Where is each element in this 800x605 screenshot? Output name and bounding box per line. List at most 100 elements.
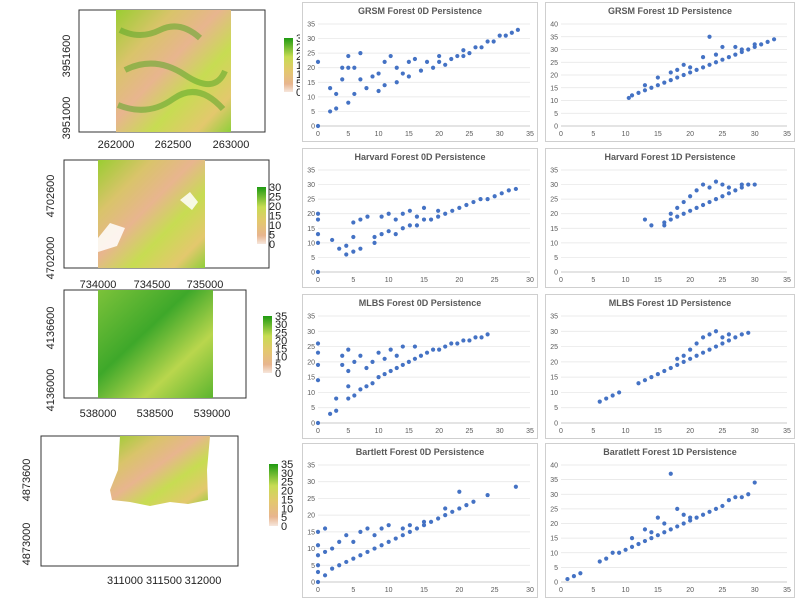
map-xtick: 734000 <box>80 279 117 291</box>
data-point <box>328 411 333 416</box>
data-point <box>509 30 514 35</box>
data-point <box>421 523 427 528</box>
data-point <box>436 214 441 219</box>
data-point <box>649 536 654 541</box>
x-tick-label: 0 <box>559 277 563 284</box>
map-ytick: 4136600 <box>45 307 57 350</box>
y-tick-label: 25 <box>550 506 558 513</box>
data-point <box>617 390 622 395</box>
x-tick-label: 15 <box>420 277 428 284</box>
data-point <box>394 80 399 85</box>
data-point <box>739 182 744 187</box>
x-tick-label: 10 <box>375 131 383 138</box>
forest-raster <box>98 160 205 268</box>
map-xtick: 312000 <box>185 575 222 587</box>
data-point <box>662 220 667 225</box>
data-point <box>351 220 356 225</box>
data-point <box>720 503 725 509</box>
data-point <box>642 83 648 88</box>
y-tick-label: 10 <box>550 98 558 105</box>
data-point <box>707 185 712 190</box>
y-tick-label: 30 <box>307 479 315 486</box>
forest-texture <box>116 23 228 113</box>
data-point <box>344 533 349 538</box>
x-tick-label: 15 <box>654 587 662 594</box>
data-point <box>358 387 363 392</box>
data-point <box>720 194 725 199</box>
data-point <box>315 59 321 64</box>
data-point <box>358 246 363 251</box>
scatter-mlbs-0d: MLBS Forest 0D Persistence 0 5 10 15 20 25 30 35… <box>302 294 538 439</box>
data-point <box>436 208 441 213</box>
data-point <box>400 211 405 216</box>
map-xtick: 539000 <box>194 408 231 420</box>
data-point <box>344 252 349 257</box>
x-tick-label: 20 <box>435 131 443 138</box>
map-panel-mlbs: 538000 538500 539000 4136600 4136000 <box>45 289 272 420</box>
data-point <box>655 371 660 377</box>
data-point <box>372 234 377 240</box>
data-point <box>351 556 356 561</box>
map-xtick: 262000 <box>98 139 135 151</box>
data-point <box>315 240 321 245</box>
y-tick-label: 25 <box>307 496 315 503</box>
data-point <box>713 506 719 511</box>
data-point <box>315 269 321 275</box>
data-point <box>365 214 370 219</box>
map-ytick: 4873000 <box>21 523 33 566</box>
x-tick-label: 30 <box>496 131 504 138</box>
map-ytick: 4702000 <box>45 237 57 280</box>
legend-tick: 20 <box>269 201 281 213</box>
x-tick-label: 15 <box>405 131 413 138</box>
data-point <box>694 205 699 210</box>
data-point <box>414 214 420 219</box>
data-point <box>376 71 381 76</box>
y-tick-label: 30 <box>550 329 558 336</box>
data-point <box>358 51 363 56</box>
data-point <box>400 71 405 76</box>
data-point <box>322 573 328 578</box>
x-tick-label: 10 <box>375 428 383 435</box>
scatter-bartlett-0d: Bartlett Forest 0D Persistence 0 5 10 15 20 25… <box>302 443 538 598</box>
legend-colorbar <box>284 38 293 92</box>
data-point <box>382 83 387 88</box>
data-point <box>400 344 405 349</box>
x-tick-label: 5 <box>591 277 595 284</box>
x-tick-label: 35 <box>783 277 791 284</box>
x-tick-label: 15 <box>654 131 662 138</box>
y-tick-label: 15 <box>307 529 315 536</box>
data-point <box>352 393 357 398</box>
data-point <box>334 106 339 111</box>
data-point <box>746 330 751 335</box>
data-point <box>406 359 411 364</box>
data-point <box>461 338 466 343</box>
data-point <box>467 51 472 56</box>
x-tick-label: 20 <box>455 277 463 284</box>
forest-gap <box>98 192 198 252</box>
data-point <box>700 335 706 340</box>
y-tick-label: 10 <box>307 390 315 397</box>
legend-colorbar <box>257 187 266 244</box>
data-point <box>681 199 686 205</box>
map-xtick: 263000 <box>213 139 250 151</box>
data-point <box>328 86 333 91</box>
y-tick-label: 15 <box>550 536 558 543</box>
data-point <box>393 232 398 237</box>
data-point <box>713 197 719 202</box>
data-point <box>352 65 357 70</box>
y-tick-label: 35 <box>307 168 315 175</box>
data-point <box>726 191 731 196</box>
map-ytick: 4873600 <box>21 459 33 502</box>
x-tick-label: 0 <box>316 587 320 594</box>
data-point <box>388 347 393 352</box>
legend-tick: 0 <box>296 87 300 99</box>
data-point <box>681 211 686 216</box>
data-point <box>358 553 363 558</box>
y-tick-label: 35 <box>307 463 315 470</box>
data-point <box>379 543 384 548</box>
data-point <box>681 62 686 67</box>
data-point <box>688 347 693 352</box>
data-point <box>358 529 363 534</box>
y-tick-label: 35 <box>307 22 315 29</box>
data-point <box>681 512 686 517</box>
